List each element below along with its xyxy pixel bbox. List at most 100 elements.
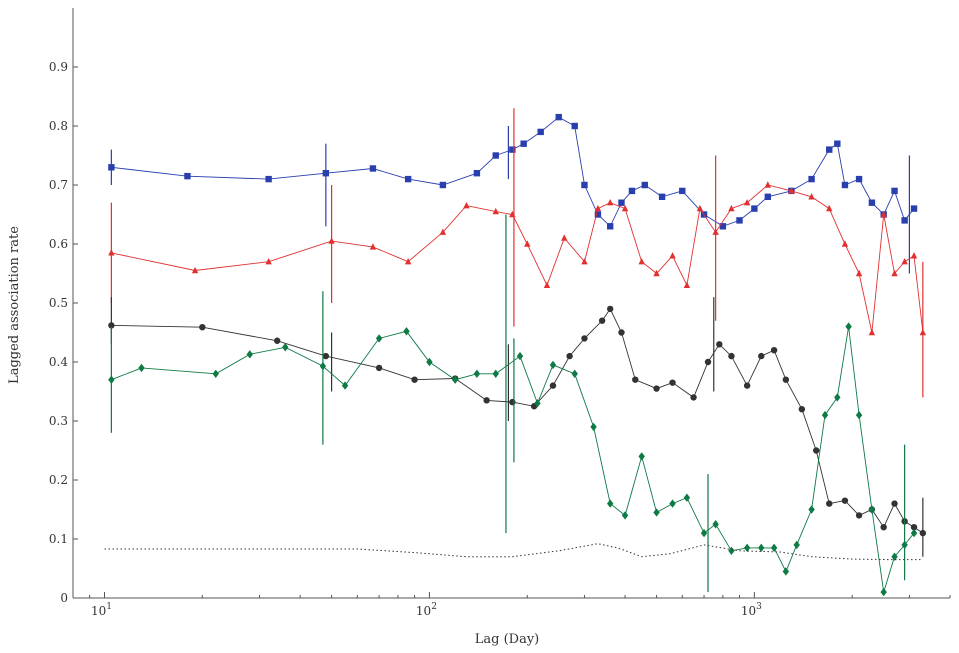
triangle-marker xyxy=(826,204,833,212)
square-marker xyxy=(369,165,377,172)
triangle-marker xyxy=(191,266,199,274)
circle-marker xyxy=(743,382,751,389)
triangle-marker xyxy=(492,207,499,215)
series-line xyxy=(111,184,924,333)
triangle-marker xyxy=(669,252,676,259)
triangle-marker xyxy=(855,269,863,277)
square-marker xyxy=(826,146,833,153)
triangle-marker xyxy=(328,237,335,244)
triangle-marker xyxy=(891,269,898,277)
diamond-marker xyxy=(282,343,289,352)
y-tick-label: 0.6 xyxy=(49,237,68,251)
axes-group: 0 0.1 0.2 0.3 0.4 0.5 0.6 0.7 0.8 0.9 101 102 103 xyxy=(49,8,951,618)
square-marker xyxy=(641,181,648,189)
triangle-marker xyxy=(653,269,660,277)
diamond-marker xyxy=(571,369,578,378)
circle-marker xyxy=(880,524,887,531)
circle-marker xyxy=(770,347,778,354)
circle-marker xyxy=(598,317,606,324)
square-marker xyxy=(855,175,863,183)
circle-marker xyxy=(375,364,383,372)
y-tick-label: 0.2 xyxy=(49,473,68,487)
circle-marker xyxy=(618,329,625,336)
square-marker xyxy=(751,205,758,212)
square-marker xyxy=(841,181,849,189)
diamond-marker xyxy=(880,587,887,597)
series-group xyxy=(104,108,927,597)
square-marker xyxy=(594,211,602,218)
x-tick-label: 103 xyxy=(741,602,762,618)
diamond-marker xyxy=(728,546,735,555)
x-axis-label: Lag (Day) xyxy=(475,632,540,647)
circle-marker xyxy=(782,376,790,383)
diamond-marker xyxy=(891,552,898,561)
diamond-marker xyxy=(341,381,349,390)
x-tick-label: 101 xyxy=(91,602,112,618)
diamond-marker xyxy=(473,369,481,378)
circle-marker xyxy=(891,500,898,507)
diamond-marker xyxy=(782,567,790,576)
y-tick-label: 0 xyxy=(60,591,68,605)
triangle-marker xyxy=(788,187,795,194)
diamond-marker xyxy=(808,505,815,514)
triangle-marker xyxy=(808,193,815,200)
triangle-marker xyxy=(638,258,645,265)
triangle-marker xyxy=(868,328,876,336)
triangle-marker xyxy=(728,204,735,212)
diamond-marker xyxy=(743,543,751,553)
triangle-marker xyxy=(880,210,887,218)
triangle-marker xyxy=(265,258,272,265)
circle-marker xyxy=(919,529,927,537)
triangle-marker xyxy=(919,328,927,336)
circle-marker xyxy=(273,337,281,344)
square-marker xyxy=(184,172,191,180)
series-circle xyxy=(108,297,927,557)
y-tick-label: 0.3 xyxy=(49,414,68,428)
circle-marker xyxy=(690,394,697,401)
square-marker xyxy=(571,122,578,130)
diamond-marker xyxy=(834,393,841,402)
diamond-marker xyxy=(375,334,383,343)
y-tick-label: 0.1 xyxy=(49,532,68,546)
diamond-marker xyxy=(212,369,219,378)
diamond-marker xyxy=(653,508,660,517)
diamond-marker xyxy=(855,410,863,420)
diamond-marker xyxy=(319,361,327,371)
square-marker xyxy=(509,146,516,153)
series-baseline xyxy=(104,543,923,561)
diamond-marker xyxy=(669,499,676,508)
square-marker xyxy=(618,199,625,206)
diamond-marker xyxy=(770,543,778,553)
series-line xyxy=(111,116,915,228)
triangle-marker xyxy=(404,258,412,265)
triangle-marker xyxy=(594,204,602,212)
triangle-marker xyxy=(581,258,588,265)
diamond-marker xyxy=(590,422,597,432)
circle-marker xyxy=(483,397,490,404)
diamond-marker xyxy=(606,499,614,508)
circle-marker xyxy=(841,497,849,504)
circle-marker xyxy=(704,358,712,366)
triangle-marker xyxy=(108,249,115,256)
diamond-marker xyxy=(793,540,800,550)
circle-marker xyxy=(910,524,918,531)
circle-marker xyxy=(855,512,863,519)
triangle-marker xyxy=(901,258,908,265)
square-marker xyxy=(808,175,815,183)
circle-marker xyxy=(566,352,573,360)
triangle-marker xyxy=(524,240,531,247)
series-diamond xyxy=(108,214,918,597)
square-marker xyxy=(679,187,686,195)
y-tick-label: 0.5 xyxy=(49,296,68,310)
diamond-marker xyxy=(246,350,253,359)
y-tick-label: 0.4 xyxy=(49,355,68,369)
circle-marker xyxy=(716,341,723,348)
circle-marker xyxy=(728,352,735,360)
circle-marker xyxy=(758,352,765,360)
square-marker xyxy=(520,140,527,147)
square-marker xyxy=(581,181,588,189)
series-square xyxy=(108,113,918,274)
y-axis-label: Lagged association rate xyxy=(7,226,22,384)
series-line xyxy=(104,543,923,561)
diamond-marker xyxy=(821,410,829,420)
